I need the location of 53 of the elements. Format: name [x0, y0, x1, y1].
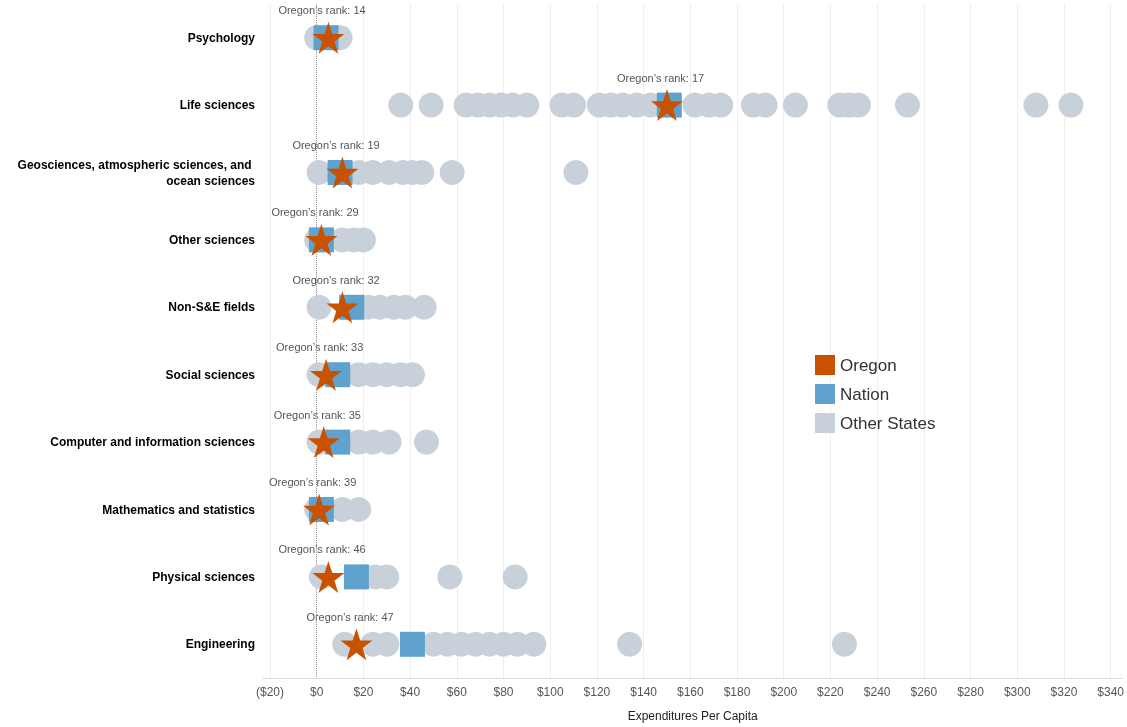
annotation: Oregon’s rank: 19 [292, 139, 380, 151]
x-tick-label: $280 [957, 685, 985, 699]
legend-label: Other States [840, 413, 936, 433]
x-tick-label: ($20) [256, 685, 285, 699]
x-tick-label: $120 [583, 685, 611, 699]
point [310, 358, 343, 391]
x-tick-label: $300 [1003, 685, 1031, 699]
point [312, 560, 345, 593]
point [312, 21, 345, 54]
y-tick-label: Other sciences [168, 232, 256, 247]
x-tick-label: $0 [310, 685, 324, 699]
point [326, 291, 359, 324]
legend-label: Nation [840, 384, 890, 404]
point [399, 631, 425, 657]
x-tick-label: $340 [1097, 685, 1125, 699]
y-tick-label: Non-S&E fields [168, 300, 256, 315]
y-tick-label: Psychology [187, 30, 256, 45]
x-tick-label: $60 [446, 685, 468, 699]
point [343, 564, 369, 590]
y-tick-label: Geosciences, atmospheric sciences, and ocean sciences [17, 157, 256, 188]
x-tick-label: $80 [493, 685, 514, 699]
y-tick-label: Social sciences [165, 367, 256, 382]
x-tick-label: $320 [1050, 685, 1078, 699]
x-tick-label: $20 [353, 685, 374, 699]
x-tick-label: $140 [630, 685, 658, 699]
annotation: Oregon’s rank: 39 [269, 476, 357, 488]
y-tick-label: Computer and information sciences [50, 435, 256, 450]
y-tick-label: Life sciences [179, 98, 256, 113]
point [340, 628, 373, 661]
annotation: Oregon’s rank: 47 [306, 610, 394, 623]
y-tick-label: Mathematics and statistics [102, 502, 256, 517]
annotation: Oregon’s rank: 14 [278, 4, 366, 17]
annotation: Oregon’s rank: 33 [276, 341, 364, 354]
annotation: Oregon’s rank: 46 [278, 543, 366, 556]
x-tick-label: $40 [400, 685, 421, 699]
point [650, 89, 683, 122]
y-tick-label: Engineering [185, 637, 255, 652]
x-tick-label: $220 [817, 685, 845, 699]
annotation: Oregon’s rank: 32 [292, 273, 380, 286]
x-tick-label: $260 [910, 685, 938, 699]
point [307, 426, 340, 459]
point [326, 156, 359, 189]
x-tick-label: $180 [723, 685, 751, 699]
annotation: Oregon’s rank: 29 [271, 206, 359, 219]
annotation: Oregon’s rank: 35 [273, 408, 361, 421]
x-axis-title: Expenditures Per Capita [627, 709, 759, 723]
x-tick-label: $160 [676, 685, 704, 699]
y-tick-label: Physical sciences [152, 569, 256, 584]
annotation: Oregon’s rank: 17 [616, 71, 705, 84]
x-tick-label: $100 [536, 685, 564, 699]
x-tick-label: $200 [770, 685, 798, 699]
x-tick-label: $240 [863, 685, 891, 699]
legend-label: Oregon [840, 355, 897, 375]
